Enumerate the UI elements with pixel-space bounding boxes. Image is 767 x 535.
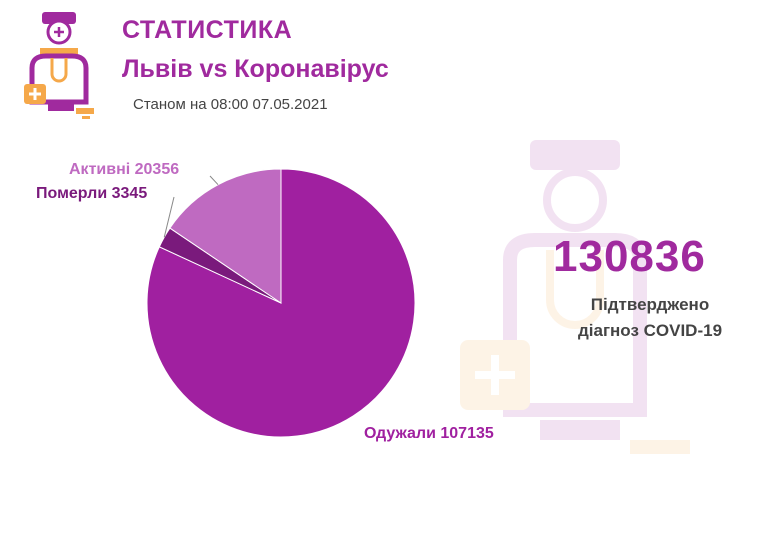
total-confirmed-caption: Підтверджено діагноз COVID-19	[540, 292, 760, 344]
caption-line-1: Підтверджено	[590, 295, 710, 314]
caption-line-2: діагноз COVID-19	[577, 321, 723, 340]
page-subtitle: Львів vs Коронавірус	[122, 55, 389, 83]
pie-label-active: Активні 20356	[69, 161, 180, 178]
doctor-logo-icon	[24, 12, 94, 119]
total-confirmed-count: 130836	[553, 232, 706, 281]
pie-leader-died	[163, 196, 175, 238]
pie-label-died: Померли 3345	[36, 185, 148, 202]
doctor-watermark-icon	[460, 140, 690, 454]
pie-slice-active	[169, 168, 282, 304]
date-stamp: Станом на 08:00 07.05.2021	[133, 96, 328, 113]
page-title: СТАТИСТИКА	[122, 16, 293, 44]
pie-leader-active	[209, 175, 219, 186]
pie-label-recovered: Одужали 107135	[364, 425, 494, 442]
